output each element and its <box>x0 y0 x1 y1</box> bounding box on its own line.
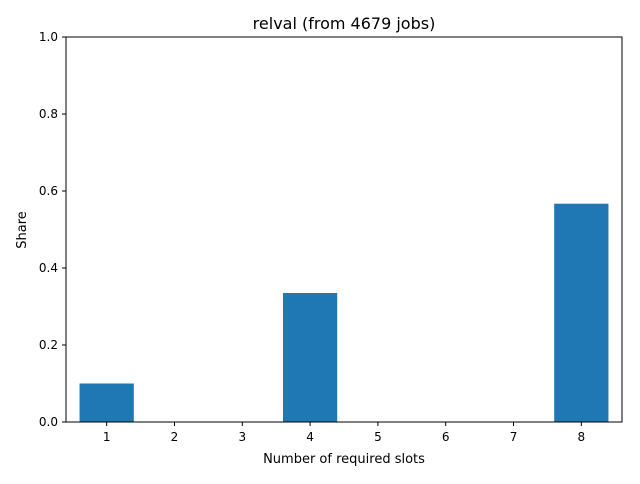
axes-frame <box>65 36 623 423</box>
y-tick-label: 0.6 <box>39 184 58 198</box>
bar-8 <box>554 203 609 422</box>
y-axis-label: Share <box>15 211 30 249</box>
x-tick-label: 5 <box>374 430 382 444</box>
y-ticks-group: 0.0 0.2 0.4 0.6 0.8 1.0 <box>39 30 66 429</box>
x-tick-label: 8 <box>577 430 585 444</box>
chart-title: relval (from 4679 jobs) <box>253 14 436 33</box>
x-tick-label: 4 <box>306 430 314 444</box>
bar-1 <box>79 383 134 422</box>
y-tick-label: 0.8 <box>39 107 58 121</box>
bars-group <box>79 203 609 422</box>
bar-4 <box>282 293 338 422</box>
x-tick-label: 2 <box>171 430 179 444</box>
x-tick-label: 7 <box>510 430 518 444</box>
x-tick-label: 3 <box>238 430 246 444</box>
y-tick-label: 0.0 <box>39 415 58 429</box>
y-tick-label: 1.0 <box>39 30 58 44</box>
x-axis-label: Number of required slots <box>263 452 425 467</box>
y-tick-label: 0.4 <box>39 261 58 275</box>
x-ticks-group: 1 2 3 4 5 6 7 8 <box>103 422 585 444</box>
x-tick-label: 1 <box>103 430 111 444</box>
y-tick-label: 0.2 <box>39 338 58 352</box>
x-tick-label: 6 <box>442 430 450 444</box>
